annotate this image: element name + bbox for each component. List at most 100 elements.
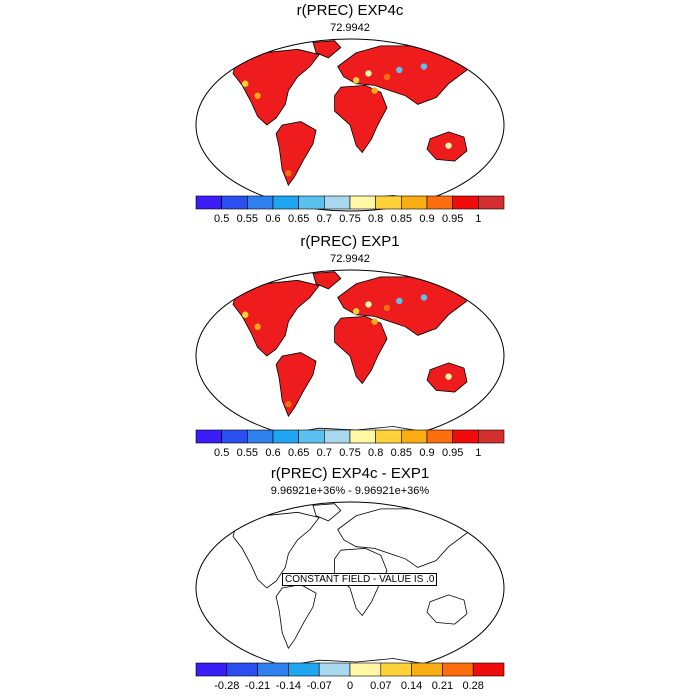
colorbar-label: 0.9 [419,213,434,225]
colorbar-label: -0.21 [245,680,270,692]
map-panel-2: 0.5 0.55 0.6 0.65 0.7 0.75 0.8 0.85 0.9 0.95 1 [195,269,505,459]
colorbar-label: 1 [475,447,481,459]
colorbar-swatch [452,429,479,444]
continent-greenland [312,271,342,290]
colorbar-swatch [272,195,299,210]
colorbar-swatch [380,662,412,677]
colorbar-label: 0.28 [462,680,483,692]
speckle [396,297,403,305]
speckle [365,301,372,308]
colorbar-label: 0.21 [432,680,453,692]
colorbar-swatch [195,662,228,677]
colorbar-label: 0.5 [214,213,229,225]
colorbar-swatch [426,195,453,210]
speckle [383,73,391,81]
colorbar-label: 0.95 [442,447,463,459]
colorbar-swatch [226,662,258,677]
colorbar-swatch [349,195,376,210]
colorbar-2: 0.5 0.55 0.6 0.65 0.7 0.75 0.8 0.85 0.9 0.95 1 [195,429,505,459]
speckle [445,142,452,149]
colorbar-label: -0.07 [307,680,332,692]
colorbar-label: 0.5 [214,447,229,459]
colorbar-swatch [478,429,505,444]
map-panel-3: -0.28 -0.21 -0.14 -0.07 0 0.07 0.14 0.21 0.28 [195,501,505,692]
colorbar-label: 0.75 [339,447,360,459]
continent-greenland [312,40,342,59]
constant-field-notice: CONSTANT FIELD - VALUE IS .0 [282,573,438,586]
panel2-title: r(PREC) EXP1 [300,233,400,250]
continent-south-america [275,584,317,650]
colorbar-label: 0.7 [317,447,332,459]
colorbar-label: 0.55 [237,213,258,225]
speckle [371,318,378,325]
colorbar-label: 0.8 [368,447,383,459]
colorbar-swatch [401,429,428,444]
colorbar-swatch [221,429,248,444]
speckle [242,311,249,318]
speckle [285,400,292,408]
colorbar-label: 0 [347,680,353,692]
continent-north-america [232,279,320,357]
speckle [420,294,428,301]
continent-africa [334,84,388,154]
colorbar-swatch [272,429,299,444]
colorbar-label: 0.7 [317,213,332,225]
colorbar-label: -0.28 [214,680,239,692]
continent-africa [334,547,388,617]
colorbar-label: 0.07 [370,680,391,692]
speckle [420,63,428,70]
colorbar-swatch [195,429,222,444]
speckle [371,87,378,94]
colorbar-3: -0.28 -0.21 -0.14 -0.07 0 0.07 0.14 0.21 0.28 [195,662,505,692]
colorbar-swatch [247,195,274,210]
panel1-title: r(PREC) EXP4c [296,2,404,19]
colorbar-swatch [257,662,289,677]
speckle [352,308,360,315]
colorbar-label: 0.6 [265,447,280,459]
continent-eurasia [337,276,474,336]
colorbar-label: 0.75 [339,213,360,225]
continent-south-america [275,352,317,418]
colorbar-swatch [221,195,248,210]
colorbar-swatch [478,195,505,210]
speckle [285,169,292,177]
colorbar-label: -0.14 [276,680,301,692]
continent-eurasia [337,508,474,568]
colorbar-label: 1 [475,213,481,225]
colorbar-swatch [288,662,320,677]
speckle [242,80,249,87]
continent-africa [334,315,388,385]
colorbar-label: 0.14 [401,680,422,692]
colorbar-label: 0.9 [419,447,434,459]
continent-north-america [232,48,320,126]
colorbar-swatch [349,662,382,677]
colorbar-swatch [411,662,443,677]
colorbar-swatch [324,195,351,210]
colorbar-swatch [298,195,325,210]
continent-south-america [275,121,317,187]
colorbar-swatch [247,429,274,444]
colorbar-swatch [298,429,325,444]
panel3-title: r(PREC) EXP4c - EXP1 [270,465,430,482]
continent-eurasia [337,45,474,105]
speckle [254,92,261,99]
speckle [254,323,261,330]
colorbar-swatch [426,429,453,444]
colorbar-swatch [318,662,351,677]
colorbar-swatch [324,429,351,444]
colorbar-swatch [442,662,474,677]
speckle [383,304,391,312]
map-boundary [195,38,505,212]
continent-greenland [312,503,342,522]
colorbar-swatch [401,195,428,210]
colorbar-swatch [375,195,402,210]
panel3-subtitle: 9.96921e+36% - 9.96921e+36% [270,485,430,497]
colorbar-label: 0.55 [237,447,258,459]
continent-north-america [232,511,320,589]
colorbar-swatch [349,429,376,444]
speckle [352,77,360,84]
colorbar-label: 0.65 [288,447,309,459]
colorbar-label: 0.8 [368,213,383,225]
colorbar-swatch [472,662,505,677]
